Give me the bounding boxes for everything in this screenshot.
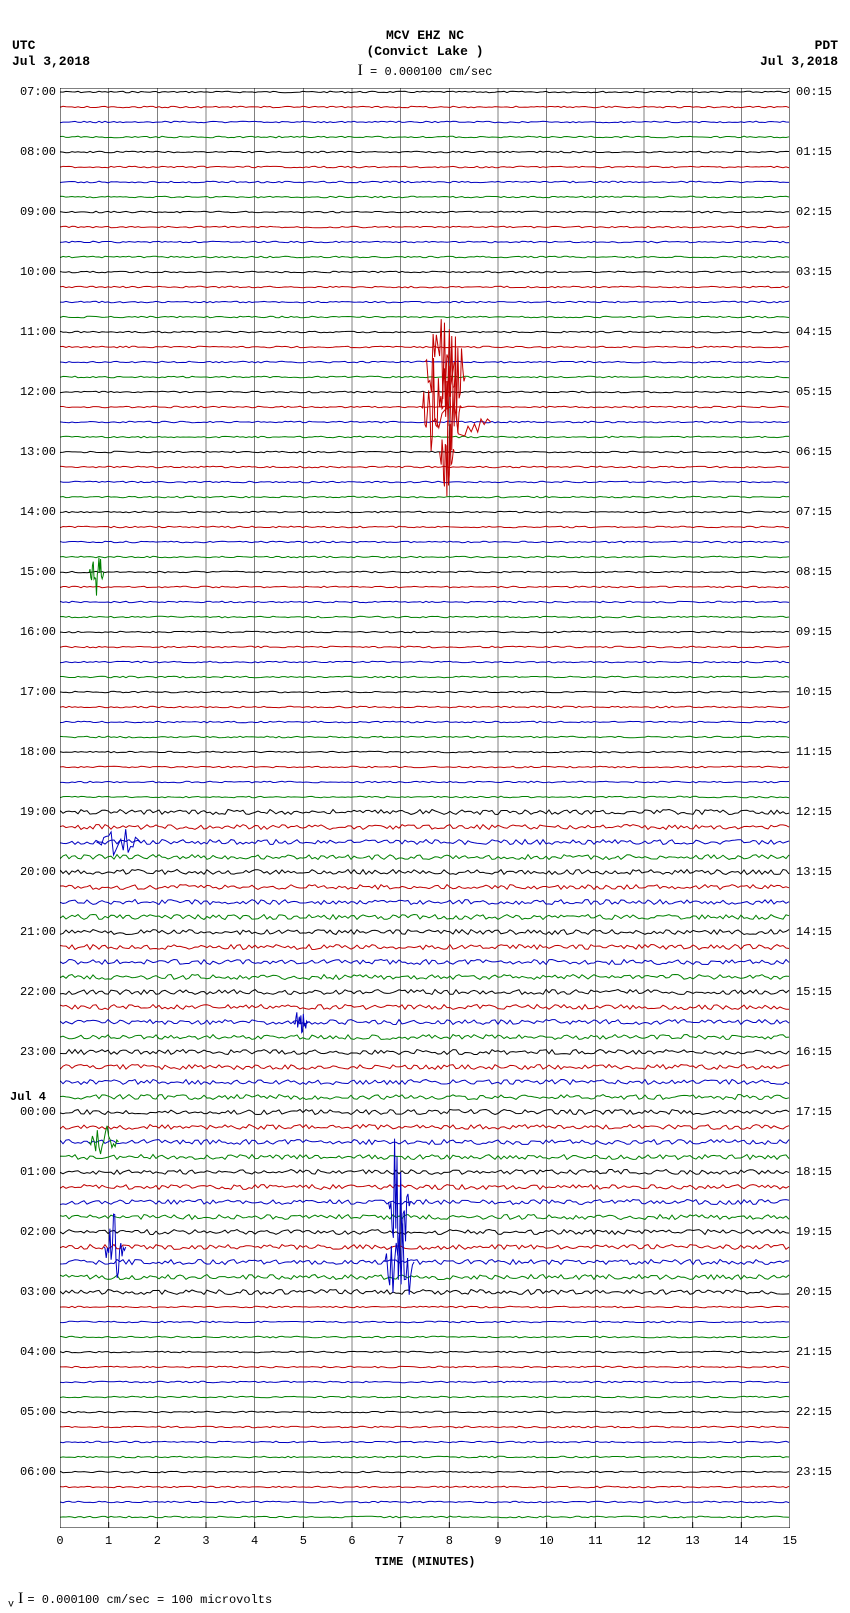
x-tick-label: 10 xyxy=(532,1534,562,1548)
x-tick-label: 11 xyxy=(580,1534,610,1548)
pdt-hour-label: 12:15 xyxy=(796,805,850,819)
pdt-hour-label: 21:15 xyxy=(796,1345,850,1359)
pdt-hour-label: 06:15 xyxy=(796,445,850,459)
station-location: (Convict Lake ) xyxy=(0,44,850,59)
pdt-hour-label: 02:15 xyxy=(796,205,850,219)
utc-hour-label: 15:00 xyxy=(6,565,56,579)
pdt-hour-label: 09:15 xyxy=(796,625,850,639)
pdt-hour-label: 14:15 xyxy=(796,925,850,939)
utc-hour-label: 23:00 xyxy=(6,1045,56,1059)
utc-hour-label: 10:00 xyxy=(6,265,56,279)
utc-hour-label: 21:00 xyxy=(6,925,56,939)
pdt-hour-label: 18:15 xyxy=(796,1165,850,1179)
pdt-hour-label: 22:15 xyxy=(796,1405,850,1419)
utc-hour-label: 13:00 xyxy=(6,445,56,459)
utc-hour-label: 07:00 xyxy=(6,85,56,99)
x-tick-label: 8 xyxy=(434,1534,464,1548)
pdt-hour-label: 19:15 xyxy=(796,1225,850,1239)
pdt-hour-label: 07:15 xyxy=(796,505,850,519)
utc-hour-label: 09:00 xyxy=(6,205,56,219)
seismogram-container: UTC Jul 3,2018 PDT Jul 3,2018 MCV EHZ NC… xyxy=(0,0,850,1613)
footer-scale: v I = 0.000100 cm/sec = 100 microvolts xyxy=(8,1590,272,1610)
pdt-hour-label: 17:15 xyxy=(796,1105,850,1119)
pdt-hour-label: 11:15 xyxy=(796,745,850,759)
pdt-hour-label: 08:15 xyxy=(796,565,850,579)
x-tick-label: 12 xyxy=(629,1534,659,1548)
pdt-hour-label: 15:15 xyxy=(796,985,850,999)
x-tick-label: 0 xyxy=(45,1534,75,1548)
x-axis-title: TIME (MINUTES) xyxy=(0,1555,850,1569)
pdt-hour-label: 03:15 xyxy=(796,265,850,279)
pdt-hour-label: 05:15 xyxy=(796,385,850,399)
utc-date-label: Jul 4 xyxy=(10,1090,65,1104)
utc-hour-label: 03:00 xyxy=(6,1285,56,1299)
x-tick-label: 13 xyxy=(678,1534,708,1548)
x-tick-label: 3 xyxy=(191,1534,221,1548)
x-tick-label: 14 xyxy=(726,1534,756,1548)
utc-hour-label: 01:00 xyxy=(6,1165,56,1179)
x-tick-label: 5 xyxy=(288,1534,318,1548)
pdt-hour-label: 20:15 xyxy=(796,1285,850,1299)
seismogram-plot xyxy=(60,88,790,1528)
x-tick-label: 15 xyxy=(775,1534,805,1548)
utc-hour-label: 17:00 xyxy=(6,685,56,699)
pdt-hour-label: 00:15 xyxy=(796,85,850,99)
pdt-hour-label: 16:15 xyxy=(796,1045,850,1059)
pdt-hour-label: 01:15 xyxy=(796,145,850,159)
utc-hour-label: 18:00 xyxy=(6,745,56,759)
pdt-hour-label: 13:15 xyxy=(796,865,850,879)
utc-hour-label: 00:00 xyxy=(6,1105,56,1119)
pdt-hour-label: 23:15 xyxy=(796,1465,850,1479)
utc-hour-label: 19:00 xyxy=(6,805,56,819)
x-tick-label: 9 xyxy=(483,1534,513,1548)
x-tick-label: 4 xyxy=(240,1534,270,1548)
utc-hour-label: 12:00 xyxy=(6,385,56,399)
x-tick-label: 1 xyxy=(94,1534,124,1548)
utc-hour-label: 16:00 xyxy=(6,625,56,639)
utc-hour-label: 02:00 xyxy=(6,1225,56,1239)
utc-hour-label: 04:00 xyxy=(6,1345,56,1359)
station-title: MCV EHZ NC xyxy=(0,28,850,43)
x-tick-label: 2 xyxy=(142,1534,172,1548)
scale-indicator: I = 0.000100 cm/sec xyxy=(0,62,850,80)
utc-hour-label: 14:00 xyxy=(6,505,56,519)
pdt-hour-label: 04:15 xyxy=(796,325,850,339)
pdt-hour-label: 10:15 xyxy=(796,685,850,699)
utc-hour-label: 20:00 xyxy=(6,865,56,879)
utc-hour-label: 05:00 xyxy=(6,1405,56,1419)
x-tick-label: 6 xyxy=(337,1534,367,1548)
utc-hour-label: 06:00 xyxy=(6,1465,56,1479)
utc-hour-label: 11:00 xyxy=(6,325,56,339)
x-tick-label: 7 xyxy=(386,1534,416,1548)
utc-hour-label: 22:00 xyxy=(6,985,56,999)
utc-hour-label: 08:00 xyxy=(6,145,56,159)
